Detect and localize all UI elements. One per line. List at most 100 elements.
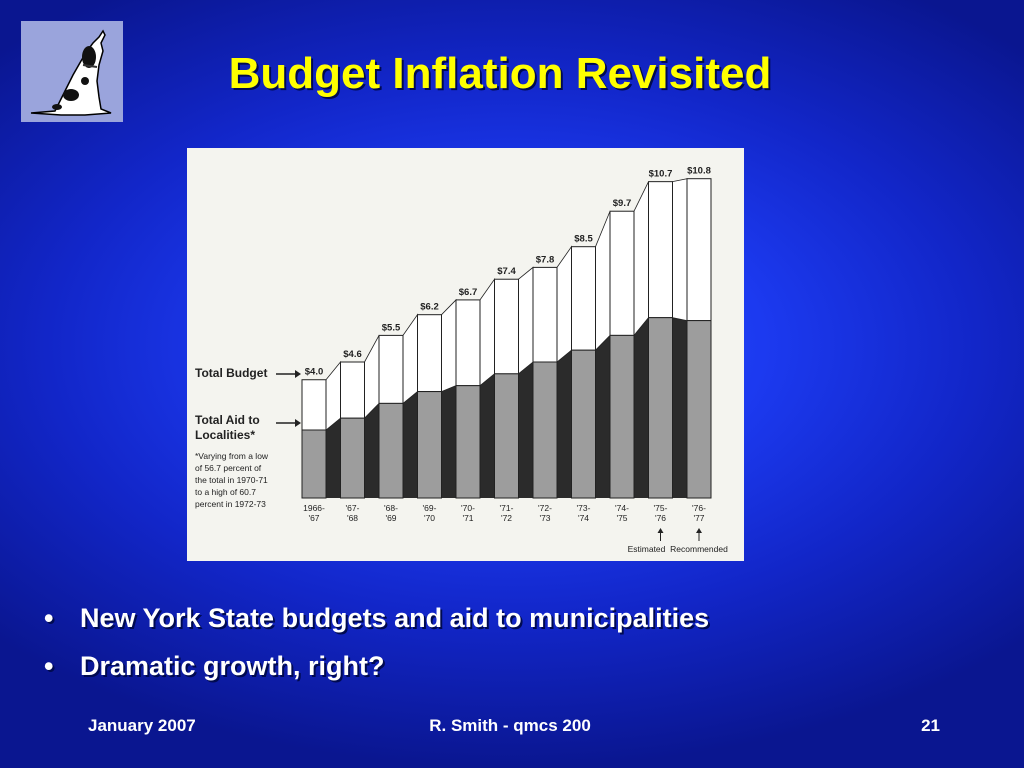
bar-total-budget	[494, 278, 519, 375]
bar-value-label: $5.5	[382, 322, 401, 333]
bullet-item: • Dramatic growth, right?	[44, 642, 709, 690]
footnote-line: the total in 1970-71	[195, 475, 268, 485]
annotation-estimated: Estimated	[628, 544, 666, 554]
tick-label: '76	[655, 513, 666, 523]
bar-side-aid	[403, 391, 418, 498]
tick-label: '68-	[384, 503, 398, 513]
legend-total-budget: Total Budget	[195, 366, 267, 380]
tick-label: '72	[501, 513, 512, 523]
footnote-line: to a high of 60.7	[195, 487, 256, 497]
bar-side-budget	[325, 360, 341, 431]
bar-total-budget	[686, 178, 712, 322]
bar-aid-localities	[648, 317, 673, 499]
bar-value-label: $7.4	[497, 266, 516, 277]
bar-aid-localities	[301, 429, 327, 499]
annotation-arrow-head	[657, 528, 664, 533]
budget-bar-chart: $4.0 1966-'67 $4.6 '67-'68 $5.5 '68-'69 $6.2 '6…	[195, 166, 728, 554]
footer-page-number: 21	[921, 716, 940, 735]
bar-aid-localities	[686, 320, 712, 499]
tick-label: '75-	[654, 503, 668, 513]
bar-value-label: $6.7	[459, 287, 478, 298]
bullet-marker: •	[44, 603, 54, 633]
bar-aid-localities	[532, 361, 558, 499]
bar-side-aid	[557, 350, 572, 498]
bar-side-aid	[595, 335, 610, 498]
bar-side-aid	[480, 373, 495, 498]
bar-value-label: $9.7	[613, 198, 632, 209]
bar-total-budget	[648, 181, 673, 319]
bullet-list: • New York State budgets and aid to munic…	[44, 594, 709, 690]
tick-label: 1966-	[303, 503, 325, 513]
legend-aid-line1: Total Aid to	[195, 413, 260, 427]
legend-aid-line2: Localities*	[195, 428, 255, 442]
bar-side-budget	[364, 335, 380, 420]
tick-label: '77	[693, 513, 704, 523]
bar-side-aid	[364, 403, 379, 498]
annotation-arrow-head	[696, 528, 702, 533]
bar-side-budget	[402, 313, 418, 405]
bar-side-budget	[479, 277, 495, 387]
bar-aid-localities	[494, 373, 519, 499]
bar-side-aid	[441, 385, 456, 498]
tick-label: '74	[578, 513, 589, 523]
tick-label: '67-	[346, 503, 360, 513]
footer-date: January 2007	[88, 716, 196, 735]
bar-side-aid	[518, 362, 533, 498]
annotation-recommended: Recommended	[670, 544, 728, 554]
bar-total-budget	[455, 299, 481, 387]
bar-side-budget	[633, 181, 649, 337]
bar-value-label: $4.0	[305, 367, 324, 378]
bar-aid-localities	[455, 385, 481, 499]
bar-side-budget	[518, 266, 534, 375]
bar-total-budget	[417, 314, 442, 393]
bar-aid-localities	[417, 391, 442, 499]
bar-side-budget	[556, 245, 572, 363]
bar-side-aid	[672, 317, 687, 498]
bar-value-label: $10.8	[687, 166, 711, 177]
slide-title: Budget Inflation Revisited	[228, 49, 772, 98]
bar-side-aid	[634, 317, 649, 498]
logo-dog-image	[21, 21, 123, 122]
bar-value-label: $6.2	[420, 302, 439, 313]
bar-side-aid	[326, 418, 341, 498]
bar-total-budget	[301, 379, 327, 431]
legend-arrow-head	[295, 419, 301, 427]
bar-total-budget	[340, 361, 365, 419]
tick-label: '68	[347, 513, 358, 523]
tick-label: '69-	[423, 503, 437, 513]
bar-total-budget	[571, 246, 596, 351]
bar-total-budget	[609, 210, 635, 336]
tick-label: '72-	[538, 503, 552, 513]
bar-value-label: $4.6	[343, 349, 362, 360]
tick-label: '71-	[500, 503, 514, 513]
footer-author: R. Smith - qmcs 200	[429, 716, 591, 735]
bar-aid-localities	[609, 334, 635, 499]
tick-label: '71	[462, 513, 473, 523]
bullet-marker: •	[44, 651, 54, 681]
bullet-item: • New York State budgets and aid to munic…	[44, 594, 709, 642]
bar-aid-localities	[378, 402, 404, 499]
bar-value-label: $8.5	[574, 234, 593, 245]
tick-label: '67	[308, 513, 319, 523]
tick-label: '70	[424, 513, 435, 523]
bar-aid-localities	[571, 349, 596, 499]
tick-label: '76-	[692, 503, 706, 513]
bar-side-budget	[441, 298, 457, 393]
tick-label: '69	[385, 513, 396, 523]
bar-side-budget	[595, 211, 611, 352]
tick-label: '73	[539, 513, 550, 523]
bar-total-budget	[532, 266, 558, 363]
dog-howling-icon	[30, 29, 112, 116]
footnote-line: *Varying from a low	[195, 451, 269, 461]
legend-arrow-head	[295, 370, 301, 378]
bar-total-budget	[378, 334, 404, 404]
bullet-text: Dramatic growth, right?	[80, 651, 385, 681]
tick-label: '74-	[615, 503, 629, 513]
tick-label: '70-	[461, 503, 475, 513]
footnote-line: percent in 1972-73	[195, 499, 266, 509]
tick-label: '75	[616, 513, 627, 523]
bar-value-label: $10.7	[649, 169, 673, 180]
footnote-line: of 56.7 percent of	[195, 463, 262, 473]
bar-side-budget	[672, 178, 688, 322]
chart-figure: $4.0 1966- '67 $4.6 '67- '68 $5.5 '68- '69 $6.2 '6…	[187, 148, 744, 561]
